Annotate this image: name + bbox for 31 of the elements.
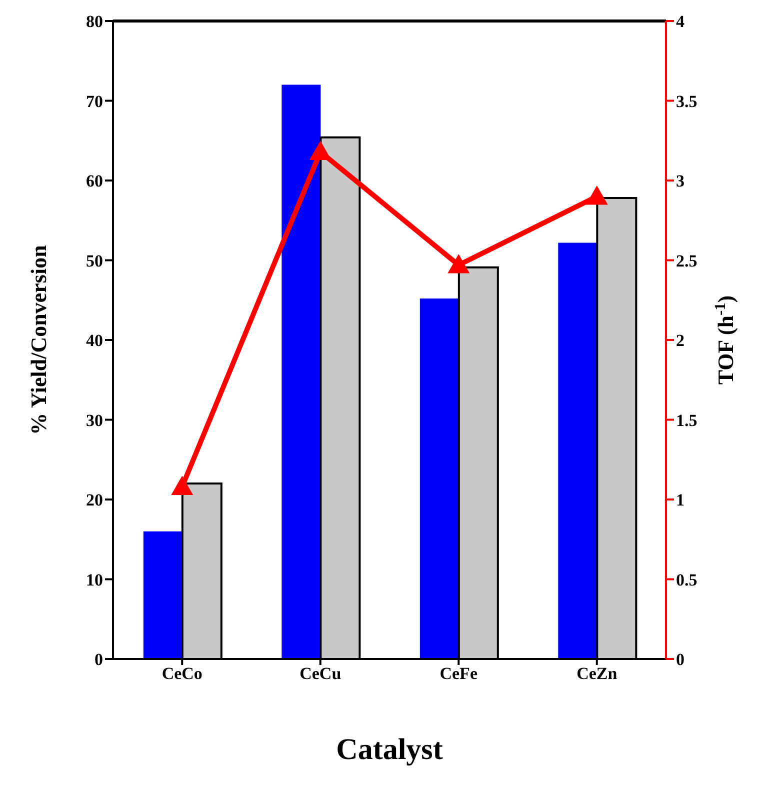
y2-tick-label: 1.5 xyxy=(676,410,698,430)
y2-tick-label: 2 xyxy=(676,331,684,350)
y-tick-label: 40 xyxy=(86,331,103,350)
y-tick-label: 10 xyxy=(86,570,103,590)
y2-tick-label: 3.5 xyxy=(676,92,698,111)
y2-tick-label: 3 xyxy=(676,172,684,191)
x-tick-label: CeCo xyxy=(162,664,202,684)
x-tick-label: CeFe xyxy=(440,664,478,684)
bar xyxy=(558,242,598,659)
y-tick-label: 70 xyxy=(86,92,103,111)
y2-tick-label: 1 xyxy=(676,490,684,510)
bar xyxy=(143,531,182,659)
y-axis-title: % Yield/Conversion xyxy=(26,245,51,435)
x-axis-title: Catalyst xyxy=(336,733,443,766)
y-tick-label: 30 xyxy=(86,410,103,430)
y-tick-label: 0 xyxy=(94,650,103,670)
x-tick-label: CeCu xyxy=(300,664,342,684)
x-tick-label: CeZn xyxy=(576,664,618,684)
y-tick-label: 60 xyxy=(86,172,103,191)
point xyxy=(448,254,470,274)
bar xyxy=(282,84,321,659)
bar xyxy=(420,298,459,659)
y-tick-label: 20 xyxy=(86,490,103,510)
y2-tick-label: 4 xyxy=(676,12,685,32)
y-tick-label: 80 xyxy=(86,12,103,32)
point xyxy=(586,185,608,205)
y-tick-label: 50 xyxy=(86,251,103,270)
point xyxy=(171,476,194,495)
y2-tick-label: 0 xyxy=(676,650,684,670)
y2-tick-label: 0.5 xyxy=(676,570,698,590)
y2-tick-label: 2.5 xyxy=(676,251,698,270)
